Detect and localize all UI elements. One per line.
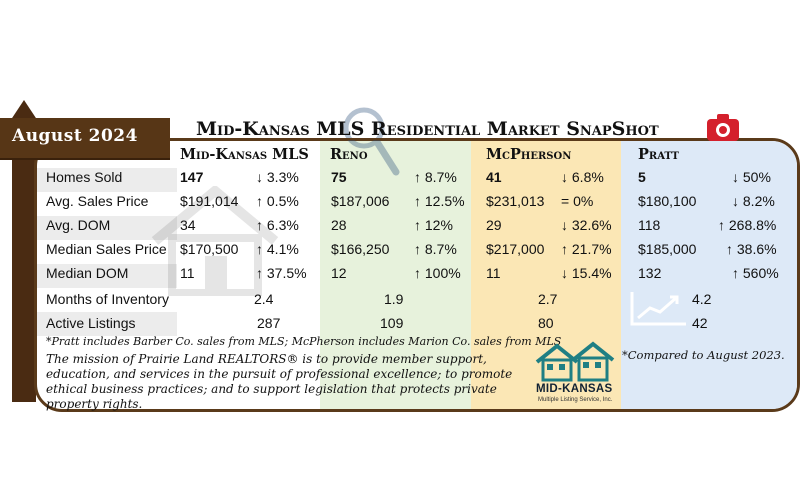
cell-value: $166,250 bbox=[331, 241, 390, 257]
column-header-pratt: Pratt bbox=[638, 146, 679, 163]
month-label: August 2024 bbox=[12, 126, 138, 146]
cell-value: 29 bbox=[486, 217, 502, 233]
mid-kansas-logo-icon bbox=[535, 341, 615, 382]
house-watermark-icon bbox=[151, 186, 279, 296]
cell-value: 80 bbox=[538, 315, 554, 331]
cell-value: 1.9 bbox=[384, 291, 404, 307]
column-header-mcpherson: McPherson bbox=[486, 146, 572, 163]
cell-change: ↑ 268.8% bbox=[718, 217, 777, 233]
logo-subtitle: Multiple Listing Service, Inc. bbox=[538, 397, 613, 403]
cell-value: $187,006 bbox=[331, 193, 390, 209]
row-label: Avg. DOM bbox=[46, 217, 111, 233]
cell-value: 12 bbox=[331, 265, 347, 281]
cell-change: ↑ 37.5% bbox=[256, 265, 307, 281]
cell-change: ↑ 6.3% bbox=[256, 217, 299, 233]
cell-value: 5 bbox=[638, 169, 646, 185]
column-header-reno: Reno bbox=[330, 146, 368, 163]
logo-name: MID-KANSAS bbox=[536, 383, 613, 395]
row-shade bbox=[37, 312, 177, 336]
cell-value: 2.4 bbox=[254, 291, 274, 307]
cell-change: ↑ 8.7% bbox=[414, 241, 457, 257]
cell-value: 11 bbox=[180, 265, 195, 281]
cell-change: ↑ 100% bbox=[414, 265, 461, 281]
cell-value: 11 bbox=[486, 265, 501, 281]
row-label: Avg. Sales Price bbox=[46, 193, 149, 209]
cell-value: 28 bbox=[331, 217, 347, 233]
cell-value: 42 bbox=[692, 315, 708, 331]
cell-change: ↓ 15.4% bbox=[561, 265, 612, 281]
month-banner bbox=[0, 118, 170, 160]
cell-value: $217,000 bbox=[486, 241, 545, 257]
magnifier-icon bbox=[343, 107, 400, 176]
cell-change: ↓ 32.6% bbox=[561, 217, 612, 233]
cell-change: ↓ 50% bbox=[732, 169, 771, 185]
cell-change: ↑ 560% bbox=[732, 265, 779, 281]
title-underline bbox=[178, 138, 738, 140]
cell-value: 132 bbox=[638, 265, 662, 281]
cell-value: 2.7 bbox=[538, 291, 558, 307]
row-label: Median DOM bbox=[46, 265, 129, 281]
column-header-mid-kansas: Mid-Kansas MLS bbox=[180, 146, 309, 163]
camera-icon bbox=[707, 114, 739, 141]
cell-value: 4.2 bbox=[692, 291, 712, 307]
row-shade bbox=[37, 264, 177, 288]
row-label: Homes Sold bbox=[46, 169, 123, 185]
cell-value: $191,014 bbox=[180, 193, 239, 209]
comparison-note: *Compared to August 2023. bbox=[622, 348, 785, 362]
page-title: Mid-Kansas MLS Residential Market SnapSh… bbox=[196, 118, 659, 140]
row-label: Active Listings bbox=[46, 315, 136, 331]
cell-change: = 0% bbox=[561, 193, 594, 209]
cell-change: ↑ 21.7% bbox=[561, 241, 612, 257]
mission-statement: The mission of Prairie Land REALTORS® is… bbox=[46, 352, 513, 411]
row-shade bbox=[37, 216, 177, 240]
pratt-column-bg bbox=[621, 141, 797, 409]
cell-value: $185,000 bbox=[638, 241, 697, 257]
snapshot-panel bbox=[34, 138, 800, 412]
cell-value: 41 bbox=[486, 169, 502, 185]
cell-value: 109 bbox=[380, 315, 404, 331]
cell-value: 118 bbox=[638, 217, 661, 233]
row-label: Median Sales Price bbox=[46, 241, 167, 257]
cell-change: ↑ 38.6% bbox=[726, 241, 777, 257]
cell-change: ↓ 3.3% bbox=[256, 169, 299, 185]
cell-value: $180,100 bbox=[638, 193, 697, 209]
cell-value: $170,500 bbox=[180, 241, 239, 257]
trend-chart-icon bbox=[630, 292, 686, 326]
cell-change: ↓ 8.2% bbox=[732, 193, 775, 209]
cell-change: ↑ 12.5% bbox=[414, 193, 465, 209]
row-label: Months of Inventory bbox=[46, 291, 169, 307]
cell-change: ↓ 6.8% bbox=[561, 169, 604, 185]
row-shade bbox=[37, 168, 177, 192]
cell-value: 34 bbox=[180, 217, 196, 233]
footnote: *Pratt includes Barber Co. sales from ML… bbox=[46, 335, 562, 348]
cell-change: ↑ 0.5% bbox=[256, 193, 299, 209]
cell-change: ↑ 4.1% bbox=[256, 241, 299, 257]
cell-value: 75 bbox=[331, 169, 347, 185]
cell-change: ↑ 8.7% bbox=[414, 169, 457, 185]
cell-change: ↑ 12% bbox=[414, 217, 453, 233]
cell-value: $231,013 bbox=[486, 193, 545, 209]
cell-value: 147 bbox=[180, 169, 204, 185]
reno-column-bg bbox=[320, 141, 471, 409]
cell-value: 287 bbox=[257, 315, 281, 331]
